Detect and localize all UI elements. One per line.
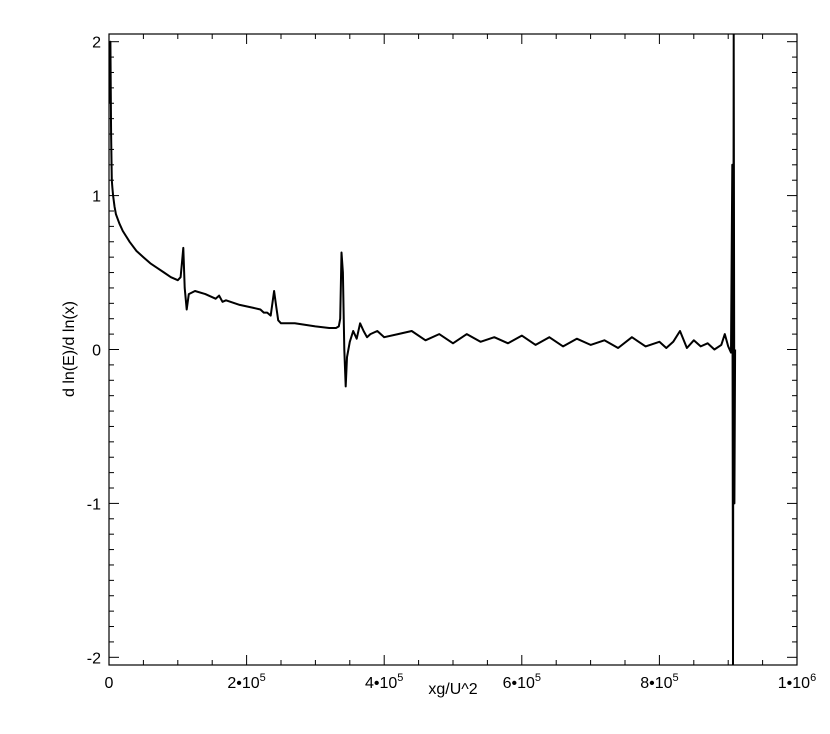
plot-frame: [108, 33, 798, 666]
y-tick-label: 1: [92, 189, 101, 206]
x-tick-label: 8•105: [640, 672, 678, 692]
x-tick-exponent: 5: [397, 672, 403, 684]
plot-area: [109, 34, 737, 665]
x-tick-exponent: 6: [810, 672, 816, 684]
x-tick-label: 6•105: [503, 672, 541, 692]
x-tick-label: 2•105: [227, 672, 265, 692]
series-line: [109, 34, 737, 665]
axis-ticks: [108, 34, 798, 665]
x-tick-label: 4•105: [365, 672, 403, 692]
y-tick-label: -1: [87, 496, 101, 513]
x-axis-label: xg/U^2: [428, 681, 477, 698]
y-tick-label: -2: [87, 650, 101, 667]
x-tick-exponent: 5: [535, 672, 541, 684]
y-axis-label: d ln(E)/d ln(x): [61, 301, 78, 397]
x-tick-label: 0: [105, 675, 114, 692]
y-tick-label: 0: [92, 343, 101, 360]
x-tick-label: 1•106: [778, 672, 816, 692]
tick-labels: 0 2•105 4•105 6•105 8•105 1•106 -2 -1 0 1 2: [87, 35, 816, 692]
y-tick-label: 2: [92, 35, 101, 52]
x-tick-exponent: 5: [672, 672, 678, 684]
x-tick-exponent: 5: [260, 672, 266, 684]
